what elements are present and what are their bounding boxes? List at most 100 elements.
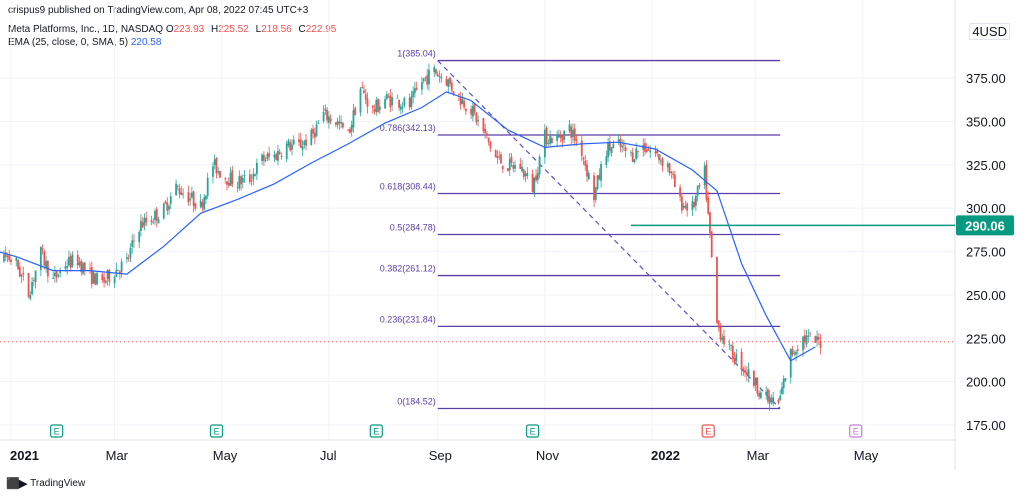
candle-body xyxy=(547,143,550,145)
candle-body xyxy=(814,336,817,343)
candle-body xyxy=(645,149,648,153)
candle-body xyxy=(635,148,638,160)
candle-body xyxy=(385,94,388,99)
price-tick-label: 375.00 xyxy=(966,71,1006,86)
earnings-marker[interactable] xyxy=(525,424,540,438)
candle-body xyxy=(59,270,62,274)
candle-body xyxy=(45,260,48,268)
candle-body xyxy=(791,349,794,355)
candle-body xyxy=(336,121,339,126)
earnings-marker[interactable] xyxy=(701,424,715,438)
candle-body xyxy=(703,165,706,185)
price-axis[interactable]: 175.00 200.00 225.00 250.00 275.00 300.00 325.… xyxy=(966,71,1006,433)
candle-body xyxy=(656,151,659,154)
candle-body xyxy=(412,91,415,98)
price-marker[interactable]: 290.06 xyxy=(630,215,1014,236)
candle-body xyxy=(315,124,318,136)
time-tick-label: Nov xyxy=(536,448,560,463)
candle-body xyxy=(745,372,748,375)
candle-body xyxy=(169,196,172,204)
candle-body xyxy=(658,154,660,161)
time-tick-label: 2021 xyxy=(10,448,39,463)
candle-body xyxy=(570,126,573,138)
earnings-marker[interactable] xyxy=(209,424,224,438)
earnings-marker[interactable] xyxy=(369,424,383,438)
candle-body xyxy=(403,97,406,106)
candle-body xyxy=(659,160,662,162)
candle-body xyxy=(166,202,169,211)
candle-body xyxy=(190,192,193,198)
candle-body xyxy=(138,232,141,243)
candle-body xyxy=(793,352,796,354)
candle-body xyxy=(273,154,276,158)
currency-button[interactable]: 4USD xyxy=(969,23,1010,40)
candle-body xyxy=(226,181,228,185)
candle-body xyxy=(268,153,271,157)
candle-body xyxy=(299,139,302,148)
candle-body xyxy=(278,151,281,154)
price-tick-label: 225.00 xyxy=(966,331,1006,346)
candle-body xyxy=(90,266,93,285)
candle-body xyxy=(143,217,146,226)
candle-body xyxy=(531,173,534,192)
candle-body xyxy=(32,279,35,281)
candle-body xyxy=(41,248,44,250)
ema-label: EMA (25, close, 0, SMA, 5) xyxy=(8,37,129,48)
candle-body xyxy=(277,151,279,161)
trend-line-dashed[interactable] xyxy=(437,60,781,409)
candle-body xyxy=(781,387,783,395)
candle-body xyxy=(535,175,537,181)
candle-body xyxy=(563,130,566,140)
ema-value: 220.58 xyxy=(130,37,162,48)
candle-body xyxy=(654,151,657,154)
candle-body xyxy=(349,129,351,133)
candle-body xyxy=(696,185,699,196)
fib-level-label: 0.5(284.78) xyxy=(390,223,436,233)
time-axis[interactable]: 2021 Mar May Jul Sep Nov 2022 Mar May xyxy=(10,448,879,463)
currency-prefix: 4 xyxy=(972,24,980,39)
candle-body xyxy=(452,91,455,95)
time-tick-label: Sep xyxy=(429,448,452,463)
candle-body xyxy=(610,147,613,154)
candle-body xyxy=(352,110,355,128)
candle-body xyxy=(68,256,70,266)
candle-body xyxy=(359,88,362,113)
candle-body xyxy=(18,266,21,277)
candle-body xyxy=(805,335,808,345)
tradingview-logo[interactable]: ⬛▶ TradingView xyxy=(6,477,85,490)
earnings-marker[interactable] xyxy=(849,424,863,438)
candle-body xyxy=(435,69,437,74)
candle-body xyxy=(538,156,541,175)
candle-body xyxy=(342,122,344,128)
candle-body xyxy=(350,124,353,132)
candle-body xyxy=(507,168,509,172)
candle-body xyxy=(596,175,599,189)
candle-body xyxy=(809,333,811,335)
candle-body xyxy=(313,132,316,138)
candle-body xyxy=(189,198,192,201)
candle-body xyxy=(457,93,460,95)
candle-body xyxy=(118,271,121,274)
price-tick-label: 300.00 xyxy=(966,201,1006,216)
candle-body xyxy=(238,176,241,189)
earnings-marker[interactable] xyxy=(50,424,64,438)
candle-body xyxy=(106,270,109,279)
trend-line[interactable] xyxy=(437,60,781,409)
fibonacci-retracement[interactable]: 1(385.04) 0.786(342.13) 0.618(308.44) 0.5(2… xyxy=(380,49,781,410)
candle-body xyxy=(605,156,608,166)
symbol-name: Meta Platforms, Inc., 1D, NASDAQ xyxy=(8,24,164,35)
tradingview-mark-icon: ⬛▶ xyxy=(6,478,27,490)
candle-body xyxy=(240,176,242,185)
candle-body xyxy=(289,142,292,151)
candle-body xyxy=(598,174,601,180)
candle-body xyxy=(162,203,165,219)
candle-body xyxy=(408,97,411,108)
candle-body xyxy=(57,275,60,276)
candle-body xyxy=(568,124,571,132)
candle-body xyxy=(104,280,107,283)
candle-body xyxy=(82,263,84,274)
candle-body xyxy=(533,177,536,193)
candle-body xyxy=(459,96,462,105)
